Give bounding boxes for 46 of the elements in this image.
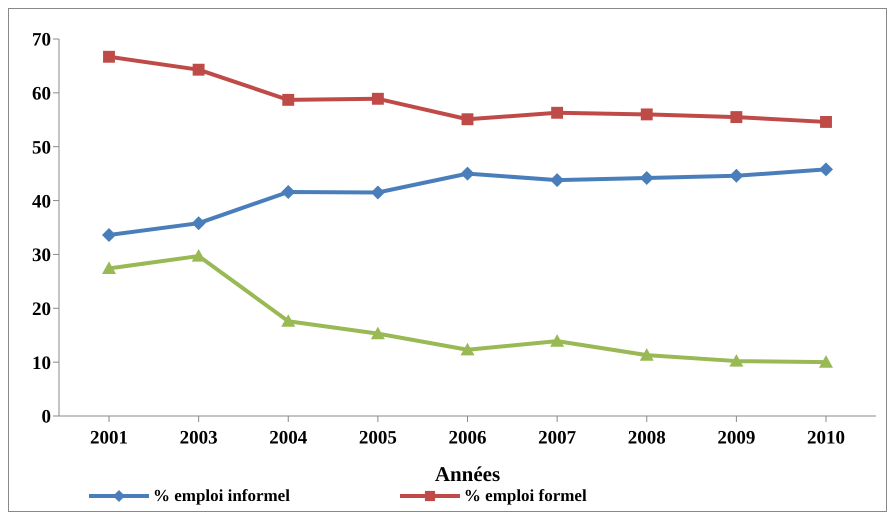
point [370, 326, 385, 340]
point [460, 166, 474, 181]
x-tick-label: 2005 [358, 427, 397, 448]
point [102, 228, 116, 242]
y-tick-label: 50 [32, 137, 51, 158]
y-tick-label: 30 [32, 245, 51, 266]
point [640, 108, 653, 120]
legend-label: % emploi formel [464, 486, 587, 506]
x-tick-label: 2006 [448, 427, 486, 448]
point [729, 168, 744, 183]
point [281, 314, 296, 327]
x-tick-label: 2003 [180, 427, 218, 448]
point [462, 113, 474, 126]
point [550, 173, 564, 188]
point [819, 355, 833, 368]
point [192, 216, 206, 230]
point [102, 261, 116, 274]
x-tick-label: 2007 [538, 427, 577, 448]
point [640, 170, 654, 185]
y-tick-label: 70 [32, 30, 51, 51]
y-tick-label: 0 [42, 406, 51, 428]
y-tick-label: 60 [32, 84, 51, 105]
point [819, 162, 833, 176]
point [730, 111, 742, 124]
point [103, 50, 115, 63]
y-tick-label: 20 [32, 299, 51, 320]
y-tick-label: 10 [32, 352, 51, 374]
point [192, 64, 205, 76]
x-tick-label: 2001 [90, 427, 128, 448]
point [460, 342, 474, 356]
point [729, 354, 744, 367]
x-axis-title: Années [434, 462, 500, 486]
point [372, 92, 384, 105]
point [551, 106, 564, 119]
point [370, 185, 385, 200]
point [281, 184, 296, 199]
point [640, 348, 654, 361]
legend-label: % emploi informel [153, 486, 290, 506]
x-tick-label: 2010 [807, 427, 845, 448]
point [820, 116, 832, 128]
point [550, 334, 564, 347]
x-tick-label: 2008 [628, 427, 666, 448]
point [282, 94, 294, 106]
x-tick-label: 2009 [717, 427, 756, 448]
y-tick-label: 40 [32, 191, 51, 212]
x-tick-label: 2004 [269, 427, 308, 448]
